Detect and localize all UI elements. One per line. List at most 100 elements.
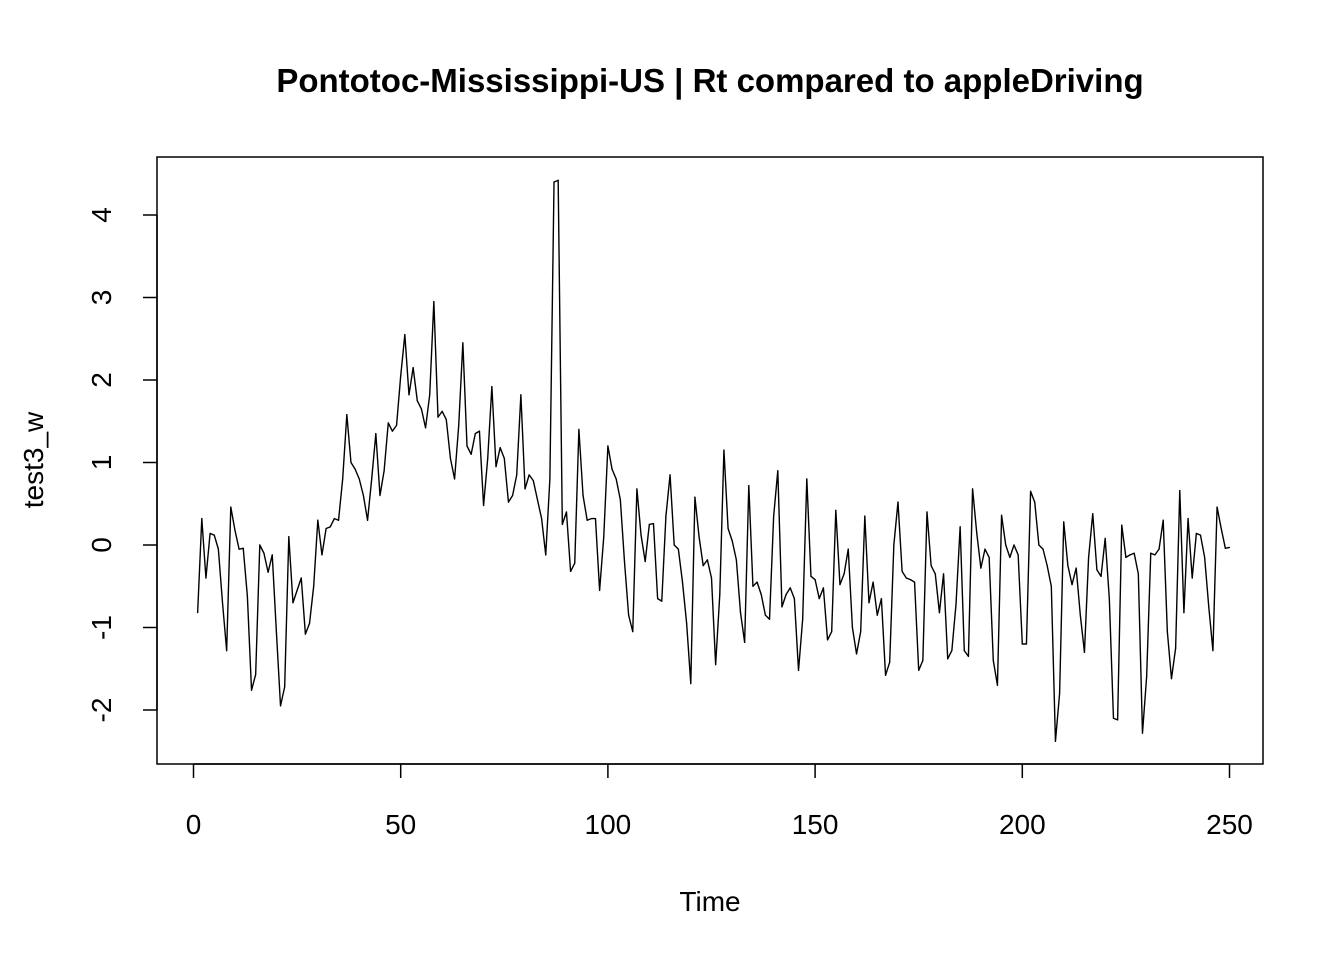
data-point bbox=[1228, 546, 1231, 549]
data-point bbox=[495, 466, 497, 468]
data-point bbox=[578, 428, 580, 431]
data-point bbox=[1199, 534, 1202, 536]
data-point bbox=[292, 602, 294, 604]
data-point bbox=[702, 565, 704, 567]
data-point bbox=[938, 612, 941, 614]
data-point bbox=[1162, 519, 1164, 521]
data-point bbox=[462, 342, 464, 344]
data-point bbox=[333, 518, 335, 520]
data-point bbox=[271, 554, 273, 556]
data-point bbox=[230, 506, 232, 508]
data-point bbox=[458, 424, 460, 426]
data-point bbox=[843, 573, 845, 575]
data-point bbox=[391, 430, 394, 432]
data-point bbox=[905, 577, 907, 579]
data-point bbox=[234, 529, 236, 531]
data-point bbox=[491, 386, 493, 388]
data-point bbox=[1208, 606, 1210, 608]
data-point bbox=[536, 499, 539, 501]
data-point bbox=[1029, 490, 1032, 492]
data-point bbox=[661, 600, 663, 602]
data-point bbox=[930, 565, 932, 567]
data-point bbox=[1154, 554, 1156, 556]
data-point bbox=[321, 554, 323, 556]
data-point bbox=[764, 614, 766, 616]
data-point bbox=[657, 598, 659, 600]
data-point bbox=[847, 548, 849, 550]
x-tick-label: 200 bbox=[999, 809, 1046, 840]
data-point bbox=[511, 494, 514, 497]
data-point bbox=[433, 301, 435, 303]
data-point bbox=[288, 536, 290, 538]
data-point bbox=[777, 470, 779, 472]
data-point bbox=[628, 614, 630, 616]
data-point bbox=[437, 416, 439, 418]
data-point bbox=[976, 532, 978, 534]
data-point bbox=[1204, 556, 1206, 558]
data-point bbox=[760, 593, 762, 596]
data-point bbox=[594, 518, 597, 520]
data-point bbox=[590, 518, 592, 520]
data-point bbox=[400, 375, 402, 377]
data-point bbox=[752, 585, 754, 587]
data-point bbox=[1046, 565, 1048, 567]
data-point bbox=[441, 410, 443, 412]
data-point bbox=[201, 518, 203, 520]
data-point bbox=[342, 478, 344, 480]
data-point bbox=[267, 571, 269, 573]
data-point bbox=[1050, 585, 1052, 587]
data-point bbox=[826, 639, 829, 641]
data-point bbox=[453, 478, 456, 480]
data-point bbox=[988, 556, 990, 558]
x-tick-label: 0 bbox=[186, 809, 202, 840]
data-point bbox=[395, 424, 398, 426]
series-line-test3_w bbox=[196, 179, 1230, 743]
data-point bbox=[354, 468, 356, 470]
data-point bbox=[706, 559, 708, 561]
data-point bbox=[499, 447, 501, 449]
y-tick-label: 4 bbox=[86, 207, 117, 223]
data-point bbox=[756, 581, 758, 583]
data-point bbox=[971, 488, 974, 490]
data-point bbox=[872, 581, 874, 583]
data-point bbox=[1009, 556, 1011, 558]
data-point bbox=[487, 457, 489, 459]
data-point bbox=[445, 419, 447, 421]
data-point bbox=[607, 445, 609, 447]
data-point bbox=[686, 622, 688, 624]
data-point bbox=[416, 400, 418, 402]
data-point bbox=[909, 579, 912, 581]
data-point bbox=[1025, 643, 1028, 645]
data-point bbox=[366, 519, 369, 521]
data-point bbox=[980, 567, 982, 569]
data-point bbox=[1125, 556, 1127, 558]
data-point bbox=[1129, 554, 1131, 556]
data-point bbox=[350, 461, 352, 464]
data-point bbox=[739, 612, 742, 614]
data-point bbox=[1059, 692, 1061, 695]
x-tick-label: 50 bbox=[385, 809, 416, 840]
data-point bbox=[545, 554, 547, 556]
data-point bbox=[814, 579, 816, 581]
data-point bbox=[785, 593, 787, 596]
data-point bbox=[1166, 631, 1168, 633]
data-point bbox=[1137, 573, 1139, 575]
data-point bbox=[524, 488, 526, 490]
data-point bbox=[304, 633, 306, 635]
data-point bbox=[967, 655, 970, 657]
data-point bbox=[781, 606, 783, 608]
data-point bbox=[507, 501, 510, 503]
data-point bbox=[710, 577, 713, 579]
data-point bbox=[951, 650, 953, 652]
data-point bbox=[835, 509, 837, 511]
data-point bbox=[818, 598, 820, 600]
data-point bbox=[748, 485, 750, 487]
data-point bbox=[197, 612, 199, 614]
data-point bbox=[1112, 717, 1115, 719]
data-point bbox=[615, 478, 617, 480]
data-point bbox=[876, 614, 878, 616]
data-point bbox=[773, 515, 775, 517]
data-point bbox=[263, 552, 265, 554]
data-point bbox=[599, 589, 601, 591]
y-tick-label: -2 bbox=[86, 698, 117, 723]
